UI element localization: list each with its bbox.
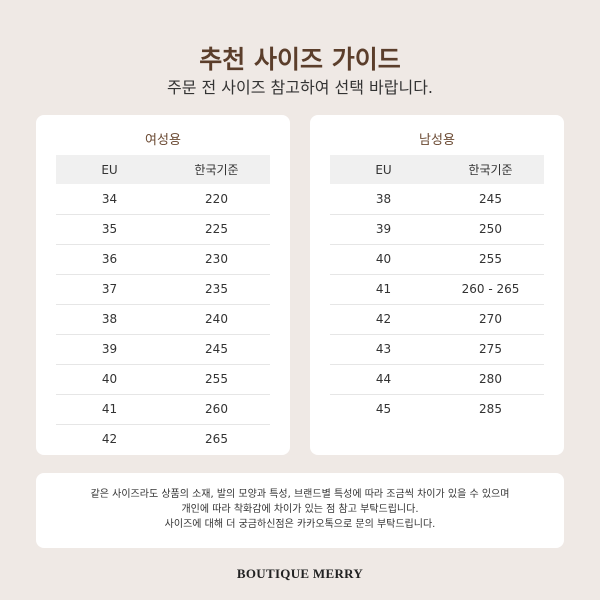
table-row: 39 245 — [56, 333, 270, 364]
korean-size: 285 — [437, 393, 544, 424]
table-row: 39 250 — [330, 213, 544, 244]
korean-size: 270 — [437, 303, 544, 334]
eu-size: 34 — [101, 191, 118, 206]
women-size-card: 여성용 EU 한국기준 34 220 35 225 36 230 37 235 38 240 39 245… — [36, 115, 290, 455]
eu-size: 35 — [56, 213, 163, 244]
korean-size: 240 — [163, 303, 270, 334]
note-line: 같은 사이즈라도 상품의 소재, 발의 모양과 특성, 브랜드별 특성에 따라 … — [90, 489, 510, 500]
table-row: 42 265 — [56, 423, 270, 454]
women-size-table: EU 한국기준 34 220 35 225 36 230 37 235 38 240 39 245 40 25… — [56, 155, 270, 454]
korean-size: 235 — [163, 273, 270, 304]
table-row: 36 230 — [56, 243, 270, 274]
table-row: 42 270 — [330, 303, 544, 334]
table-row: 45 285 — [330, 393, 544, 424]
eu-size: 36 — [56, 243, 163, 274]
eu-size: 38 — [56, 303, 163, 334]
korean-size: 250 — [437, 213, 544, 244]
eu-size: 39 — [330, 213, 437, 244]
column-header: 한국기준 — [163, 155, 270, 184]
eu-size: 40 — [330, 243, 437, 274]
table-row: 44 280 — [330, 363, 544, 394]
table-row: 38 245 — [330, 184, 544, 214]
note-line: 사이즈에 대해 더 궁금하신점은 카카오톡으로 문의 부탁드립니다. — [164, 519, 436, 530]
korean-size: 230 — [163, 243, 270, 274]
column-header: EU — [56, 155, 163, 184]
table-row: 38 240 — [56, 303, 270, 334]
korean-size: 245 — [163, 333, 270, 364]
column-header: 한국기준 — [437, 155, 544, 184]
eu-size: 41 — [330, 273, 437, 304]
table-row: 35 225 — [56, 213, 270, 244]
eu-size: 45 — [330, 393, 437, 424]
table-row: 41 260 - 265 — [330, 273, 544, 304]
eu-size: 38 — [375, 191, 392, 206]
korean-size: 260 - 265 — [437, 273, 544, 304]
men-title: 남성용 — [419, 133, 455, 148]
eu-size: 44 — [330, 363, 437, 394]
korean-size: 255 — [437, 243, 544, 274]
table-row: 37 235 — [56, 273, 270, 304]
table-row: 40 255 — [330, 243, 544, 274]
eu-size: 42 — [330, 303, 437, 334]
table-row: 40 255 — [56, 363, 270, 394]
page-subtitle: 주문 전 사이즈 참고하여 선택 바랍니다. — [166, 78, 434, 97]
korean-size: 260 — [163, 393, 270, 424]
eu-size: 37 — [56, 273, 163, 304]
korean-size: 280 — [437, 363, 544, 394]
table-header-row: EU 한국기준 — [330, 155, 544, 184]
table-row: 41 260 — [56, 393, 270, 424]
eu-size: 41 — [56, 393, 163, 424]
men-size-card: 남성용 EU 한국기준 38 245 39 250 40 255 41 260 - 265 42 27… — [310, 115, 564, 455]
eu-size: 43 — [330, 333, 437, 364]
column-header: EU — [330, 155, 437, 184]
women-title: 여성용 — [145, 133, 181, 148]
korean-size: 255 — [163, 363, 270, 394]
brand-logo: BOUTIQUE MERRY — [236, 566, 364, 581]
eu-size: 40 — [56, 363, 163, 394]
eu-size: 42 — [56, 423, 163, 454]
korean-size: 265 — [163, 423, 270, 454]
korean-size: 245 — [479, 191, 502, 206]
korean-size: 225 — [163, 213, 270, 244]
table-row: 34 220 — [56, 184, 270, 214]
eu-size: 39 — [56, 333, 163, 364]
note-line: 개인에 따라 착화감에 차이가 있는 점 참고 부탁드립니다. — [181, 504, 419, 515]
korean-size: 220 — [205, 191, 228, 206]
table-header-row: EU 한국기준 — [56, 155, 270, 184]
size-note: 같은 사이즈라도 상품의 소재, 발의 모양과 특성, 브랜드별 특성에 따라 … — [36, 473, 564, 548]
korean-size: 275 — [437, 333, 544, 364]
page-title: 추천 사이즈 가이드 — [199, 45, 401, 74]
table-row: 43 275 — [330, 333, 544, 364]
men-size-table: EU 한국기준 38 245 39 250 40 255 41 260 - 265 42 270 43 2… — [330, 155, 544, 424]
